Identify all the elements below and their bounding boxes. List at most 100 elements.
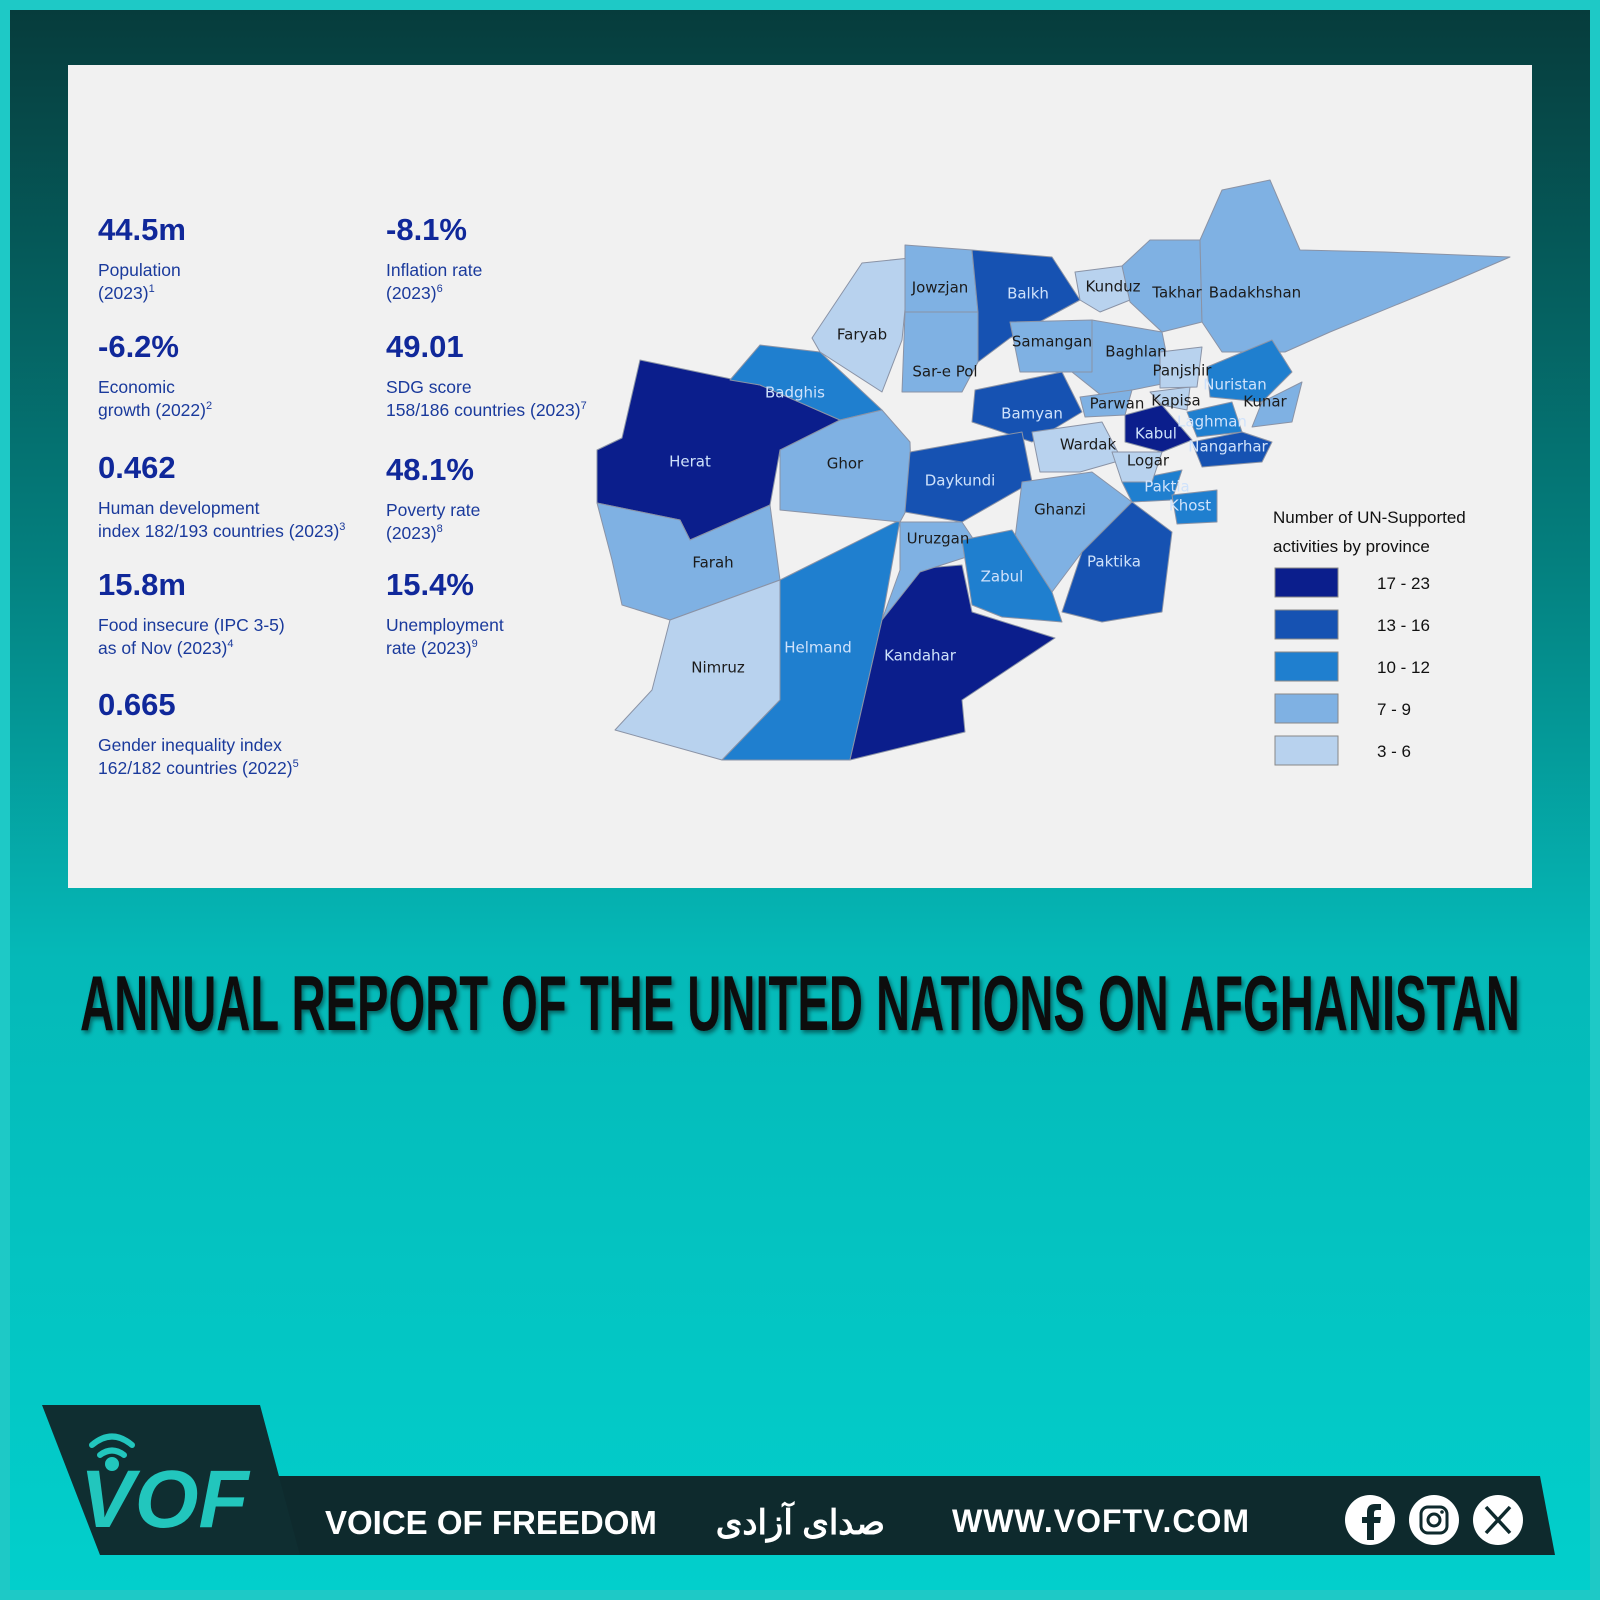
stat-label: 162/182 countries (2022)5 [98, 758, 299, 778]
legend-swatch [1274, 609, 1339, 640]
stat-label: rate (2023)9 [386, 638, 478, 658]
footnote: 3 [339, 521, 345, 533]
province-area [1199, 179, 1511, 353]
stat-label: Unemployment [386, 615, 504, 635]
stat-label: as of Nov (2023)4 [98, 638, 234, 658]
province-label: Logar [1127, 452, 1170, 470]
province-label: Laghman [1177, 413, 1247, 431]
province-label: Zabul [981, 568, 1024, 586]
stat-label-text: Inflation rate [386, 260, 482, 280]
footnote: 1 [149, 283, 155, 295]
stat-value: 0.462 [98, 450, 176, 485]
stat-label: (2023)1 [98, 283, 155, 303]
footnote: 8 [437, 523, 443, 535]
legend-swatch [1274, 567, 1339, 598]
stat-label-text: (2023) [386, 523, 437, 543]
province-label: Parwan [1090, 395, 1145, 413]
instagram-icon[interactable] [1409, 1495, 1459, 1545]
province-area [1149, 386, 1191, 411]
stat-label-text: Population [98, 260, 181, 280]
province-label: Nangarhar [1188, 438, 1268, 456]
province-area [1079, 389, 1133, 418]
province-label: Helmand [784, 639, 852, 657]
stat-label-text: Food insecure (IPC 3-5) [98, 615, 285, 635]
province-label: Herat [669, 453, 711, 471]
province-label: Daykundi [925, 472, 996, 490]
province-label: Paktika [1087, 553, 1141, 571]
province-label: Nuristan [1203, 376, 1266, 394]
province-label: Bamyan [1001, 405, 1063, 423]
stat-label: SDG score [386, 377, 472, 397]
stat-label-text: 162/182 countries (2022) [98, 758, 293, 778]
footer: VOF VOICE OF FREEDOM صدای آزادی WWW.VOFT… [42, 1405, 1555, 1555]
province-area [971, 371, 1083, 443]
stat-label: Poverty rate [386, 500, 480, 520]
footnote: 4 [227, 638, 233, 650]
footer-banner [250, 1476, 1555, 1555]
province-label: Kandahar [884, 647, 957, 665]
province-area [1031, 421, 1123, 473]
province-label: Farah [692, 554, 733, 572]
stats: 44.5mPopulation(2023)1-6.2%Economicgrowt… [98, 212, 587, 778]
stat-label-text: (2023) [98, 283, 149, 303]
footnote: 9 [472, 638, 478, 650]
facebook-icon[interactable] [1345, 1495, 1395, 1545]
stat-label-text: SDG score [386, 377, 472, 397]
province-area [1251, 381, 1303, 428]
legend-label: 7 - 9 [1377, 700, 1411, 719]
province-label: Balkh [1007, 285, 1049, 303]
province-area [1124, 404, 1193, 453]
stat-label-text: Economic [98, 377, 175, 397]
website: WWW.VOFTV.COM [952, 1503, 1250, 1539]
province-area [1121, 469, 1183, 503]
stat-value: -8.1% [386, 212, 467, 247]
province-area [881, 521, 983, 621]
province-label: Jowzjan [911, 279, 969, 297]
province-area [961, 529, 1063, 623]
legend-label: 17 - 23 [1377, 574, 1430, 593]
stat-label: index 182/193 countries (2023)3 [98, 521, 345, 541]
stat-label-text: rate (2023) [386, 638, 472, 658]
province-label: Wardak [1060, 436, 1117, 454]
stat-label-text: as of Nov (2023) [98, 638, 227, 658]
province-label: Baghlan [1105, 343, 1166, 361]
stat-value: -6.2% [98, 329, 179, 364]
province-area [1191, 431, 1273, 468]
province-label: Samangan [1012, 333, 1092, 351]
stat-label: Economic [98, 377, 175, 397]
stat-label-text: growth (2022) [98, 400, 206, 420]
province-label: Takhar [1151, 284, 1202, 302]
x-icon[interactable] [1473, 1495, 1523, 1545]
province-label: Panjshir [1153, 362, 1213, 380]
province-label: Sar-e Pol [912, 363, 977, 381]
province-map: Herat Farah Nimruz Helmand Kandahar Badghis Fa… [596, 179, 1511, 761]
footnote: 2 [206, 400, 212, 412]
province-label: Nimruz [691, 659, 745, 677]
legend-title: activities by province [1273, 537, 1430, 556]
stat-value: 15.4% [386, 567, 474, 602]
stat-value: 48.1% [386, 452, 474, 487]
stat-label: Human development [98, 498, 260, 518]
stat-value: 0.665 [98, 687, 176, 722]
stat-label-text: Unemployment [386, 615, 504, 635]
province-label: Kunar [1243, 393, 1287, 411]
province-label: Badakhshan [1209, 284, 1301, 302]
logo-text: VOF [80, 1454, 250, 1545]
province-area [811, 257, 911, 393]
stat-label-text: 158/186 countries (2023) [386, 400, 581, 420]
province-area [901, 311, 979, 393]
stat-label: Population [98, 260, 181, 280]
stat-label-text: Gender inequality index [98, 735, 282, 755]
legend-title: Number of UN-Supported [1273, 508, 1466, 527]
stat-label-text: Human development [98, 498, 260, 518]
stat-label: Gender inequality index [98, 735, 282, 755]
legend-label: 13 - 16 [1377, 616, 1430, 635]
footnote: 5 [293, 758, 299, 770]
legend-swatch [1274, 693, 1339, 724]
channel-name: VOICE OF FREEDOM [325, 1504, 657, 1541]
province-label: Khost [1169, 497, 1211, 515]
logo-plate [42, 1405, 300, 1555]
province-area [904, 431, 1033, 523]
province-label: Kapisa [1151, 392, 1200, 410]
